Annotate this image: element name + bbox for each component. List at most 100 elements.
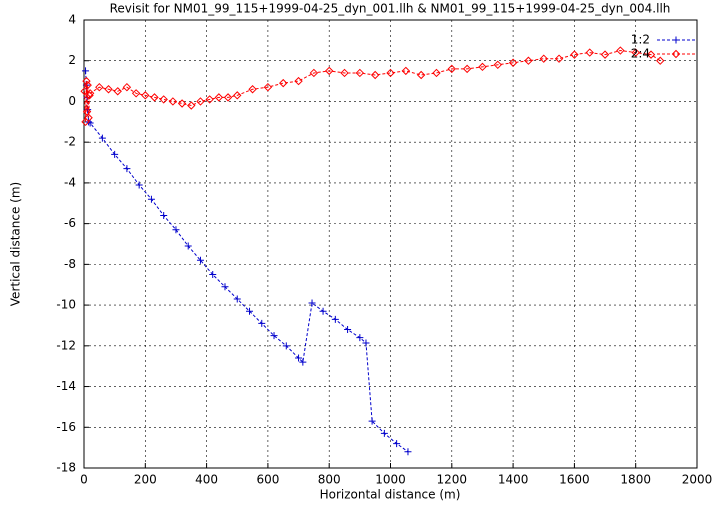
point xyxy=(393,440,401,448)
point xyxy=(404,448,412,456)
point xyxy=(331,315,339,323)
point xyxy=(282,342,290,350)
x-tick-label: 200 xyxy=(134,473,157,487)
point xyxy=(82,76,91,86)
point xyxy=(478,62,487,72)
point xyxy=(95,82,104,92)
point xyxy=(205,95,214,104)
y-tick-label: -4 xyxy=(64,175,76,189)
point xyxy=(135,181,143,189)
point xyxy=(248,85,257,94)
x-tick-label: 600 xyxy=(256,473,279,487)
x-tick-label: 800 xyxy=(318,473,341,487)
y-axis-label: Vertical distance (m) xyxy=(9,182,23,306)
legend-marker xyxy=(671,49,681,59)
point xyxy=(150,93,159,102)
point xyxy=(177,99,187,108)
point xyxy=(340,68,349,78)
point xyxy=(141,91,150,100)
point xyxy=(508,58,518,67)
x-tick-label: 1800 xyxy=(620,473,651,487)
point xyxy=(131,89,141,98)
y-tick-label: -14 xyxy=(56,379,76,393)
point xyxy=(308,299,316,307)
point xyxy=(646,50,656,59)
point xyxy=(111,150,119,158)
point xyxy=(98,134,106,142)
x-tick-label: 1200 xyxy=(437,473,468,487)
point xyxy=(258,319,266,327)
point xyxy=(159,95,168,104)
point xyxy=(370,70,380,80)
point xyxy=(270,332,278,340)
chart-title: Revisit for NM01_99_115+1999-04-25_dyn_0… xyxy=(110,2,671,16)
point xyxy=(209,271,217,279)
point xyxy=(554,54,564,63)
x-tick-label: 1400 xyxy=(498,473,529,487)
point xyxy=(104,85,113,94)
point xyxy=(196,256,204,264)
point xyxy=(279,78,288,88)
point xyxy=(656,56,665,65)
point xyxy=(221,283,229,291)
point xyxy=(344,326,352,334)
y-tick-label: -18 xyxy=(56,461,76,475)
point xyxy=(299,358,307,366)
y-tick-label: 0 xyxy=(68,94,76,108)
y-tick-label: 2 xyxy=(68,53,76,67)
point xyxy=(294,76,303,86)
point xyxy=(246,307,254,315)
point xyxy=(416,70,426,80)
point xyxy=(214,93,224,102)
point xyxy=(355,68,365,78)
point xyxy=(160,211,168,219)
y-tick-label: -10 xyxy=(56,298,76,312)
x-tick-label: 1000 xyxy=(375,473,406,487)
point xyxy=(324,66,334,76)
point xyxy=(432,68,441,78)
point xyxy=(223,93,233,102)
point xyxy=(113,87,122,96)
legend-label: 1:2 xyxy=(631,33,650,47)
point xyxy=(84,113,93,122)
y-tick-label: -12 xyxy=(56,338,76,352)
point xyxy=(570,50,579,59)
point xyxy=(368,417,376,425)
y-tick-label: 4 xyxy=(68,13,76,27)
x-axis-label: Horizontal distance (m) xyxy=(320,488,461,502)
x-tick-label: 0 xyxy=(80,473,88,487)
legend-marker xyxy=(672,36,680,44)
point xyxy=(168,97,178,106)
point xyxy=(184,242,192,250)
point xyxy=(187,101,196,110)
point xyxy=(386,68,395,78)
point xyxy=(83,80,92,90)
point xyxy=(123,165,131,173)
point xyxy=(462,64,472,74)
point xyxy=(196,97,205,106)
point xyxy=(295,354,303,362)
y-tick-label: -6 xyxy=(64,216,76,230)
point xyxy=(600,50,610,59)
point xyxy=(309,68,319,78)
point xyxy=(147,195,155,203)
point xyxy=(539,54,548,63)
y-tick-label: -8 xyxy=(64,257,76,271)
point xyxy=(122,82,132,92)
y-tick-label: -16 xyxy=(56,420,76,434)
point xyxy=(401,66,411,76)
y-tick-label: -2 xyxy=(64,135,76,149)
point xyxy=(172,226,180,234)
point xyxy=(447,64,457,74)
point xyxy=(82,67,90,75)
series-line xyxy=(85,70,409,453)
series-line xyxy=(84,50,661,122)
point xyxy=(631,48,640,57)
x-tick-label: 2000 xyxy=(682,473,713,487)
point xyxy=(85,89,95,98)
point xyxy=(80,87,89,96)
point xyxy=(263,82,273,92)
point xyxy=(233,295,241,303)
